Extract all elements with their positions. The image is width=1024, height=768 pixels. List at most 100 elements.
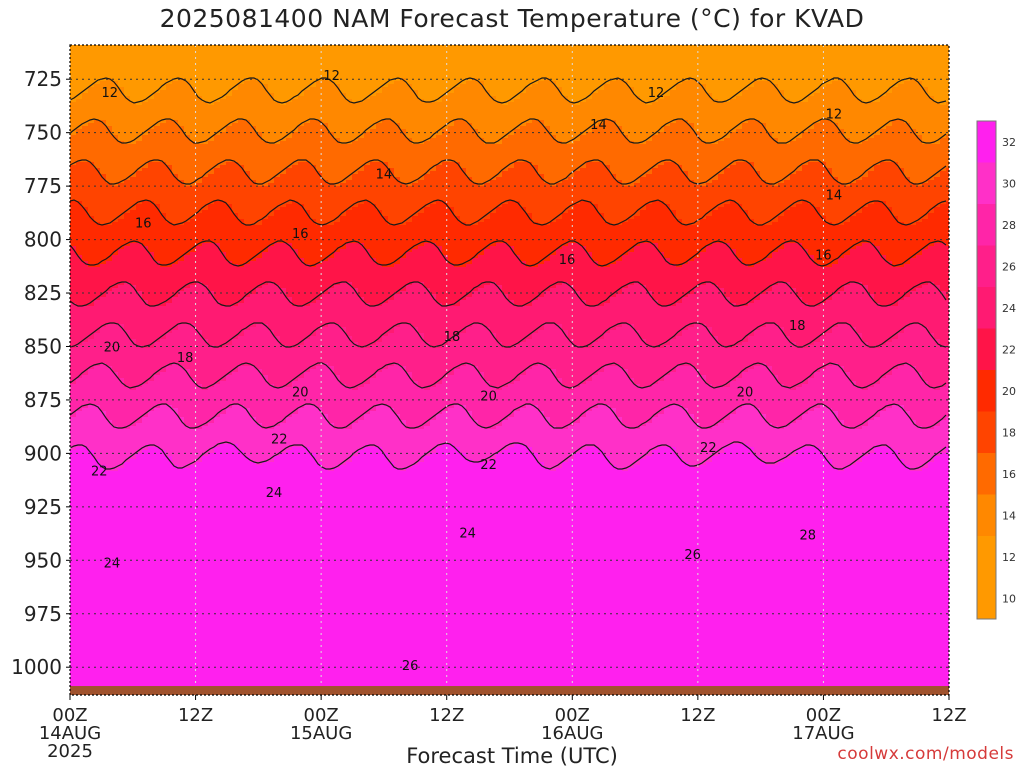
band-cell	[178, 417, 185, 469]
band-cell	[586, 45, 593, 100]
band-cell	[754, 456, 761, 695]
band-cell	[190, 465, 197, 695]
band-cell	[232, 123, 239, 163]
band-cell	[460, 45, 467, 85]
contour-label: 26	[402, 659, 419, 674]
band-cell	[862, 207, 869, 244]
band-cell	[238, 450, 245, 695]
band-cell	[430, 243, 437, 295]
band-cell	[616, 45, 623, 79]
band-cell	[238, 84, 245, 121]
contour-label: 16	[559, 253, 576, 268]
band-cell	[916, 324, 923, 373]
band-cell	[166, 333, 173, 367]
band-cell	[196, 183, 203, 214]
band-cell	[610, 174, 617, 226]
band-cell	[508, 348, 515, 385]
band-cell	[526, 369, 533, 406]
band-cell	[706, 327, 713, 385]
band-cell	[736, 378, 743, 409]
band-cell	[298, 378, 305, 409]
band-cell	[334, 375, 341, 430]
band-cell	[130, 390, 137, 427]
band-cell	[418, 45, 425, 100]
band-cell	[280, 141, 287, 175]
band-cell	[538, 411, 545, 463]
band-cell	[706, 384, 713, 430]
band-cell	[286, 168, 293, 205]
band-cell	[946, 447, 949, 695]
isotherm-26	[70, 362, 947, 389]
band-cell	[802, 447, 809, 695]
band-cell	[442, 255, 449, 307]
isotherm-16	[70, 159, 947, 185]
band-cell	[472, 420, 479, 463]
band-cell	[934, 207, 941, 244]
band-cell	[256, 186, 263, 226]
band-cell	[526, 162, 533, 214]
band-cell	[706, 216, 713, 247]
band-cell	[568, 102, 575, 145]
band-cell	[598, 123, 605, 163]
band-cell	[514, 411, 521, 445]
colorbar-tick-label: 22	[1002, 343, 1016, 356]
band-cell	[850, 183, 857, 217]
band-cell	[736, 408, 743, 445]
band-cell	[376, 162, 383, 211]
band-cell	[274, 177, 281, 211]
band-cell	[130, 210, 137, 244]
band-cell	[88, 216, 95, 268]
y-tick-label: 925	[24, 495, 62, 519]
band-cell	[676, 456, 683, 695]
band-cell	[178, 45, 185, 79]
band-cell	[352, 456, 359, 695]
band-cell	[736, 45, 743, 97]
band-cell	[862, 102, 869, 142]
band-cell	[628, 186, 635, 220]
band-cell	[514, 99, 521, 130]
band-cell	[604, 267, 611, 304]
band-cell	[532, 165, 539, 223]
band-cell	[214, 102, 221, 136]
band-cell	[772, 222, 779, 253]
band-cell	[442, 96, 449, 130]
band-cell	[118, 249, 125, 286]
band-cell	[916, 45, 923, 82]
band-cell	[238, 366, 245, 406]
band-cell	[850, 216, 857, 250]
contour-label: 24	[104, 556, 121, 571]
band-cell	[676, 219, 683, 268]
band-cell	[244, 171, 251, 226]
band-cell	[274, 45, 281, 103]
band-cell	[232, 306, 239, 340]
band-cell	[70, 45, 77, 103]
band-cell	[232, 213, 239, 265]
band-cell	[244, 81, 251, 121]
band-cell	[538, 330, 545, 364]
band-cell	[832, 363, 839, 412]
band-cell	[772, 426, 779, 466]
band-cell	[802, 132, 809, 166]
band-cell	[568, 144, 575, 178]
band-cell	[256, 258, 263, 289]
band-cell	[586, 201, 593, 253]
band-cell	[760, 123, 767, 181]
band-cell	[892, 87, 899, 121]
band-cell	[214, 417, 221, 448]
band-cell	[322, 414, 329, 469]
band-cell	[688, 327, 695, 367]
x-tick-date: 16AUG	[541, 723, 603, 744]
band-cell	[160, 90, 167, 124]
contour-label: 22	[91, 464, 108, 479]
band-cell	[196, 429, 203, 463]
band-cell	[130, 285, 137, 340]
x-tick-label: 00Z	[52, 705, 87, 726]
band-cell	[220, 45, 227, 100]
band-cell	[514, 201, 521, 256]
band-cell	[700, 45, 707, 85]
band-cell	[550, 135, 557, 187]
band-cell	[382, 405, 389, 454]
band-cell	[586, 306, 593, 349]
band-cell	[760, 225, 767, 262]
band-cell	[532, 300, 539, 334]
